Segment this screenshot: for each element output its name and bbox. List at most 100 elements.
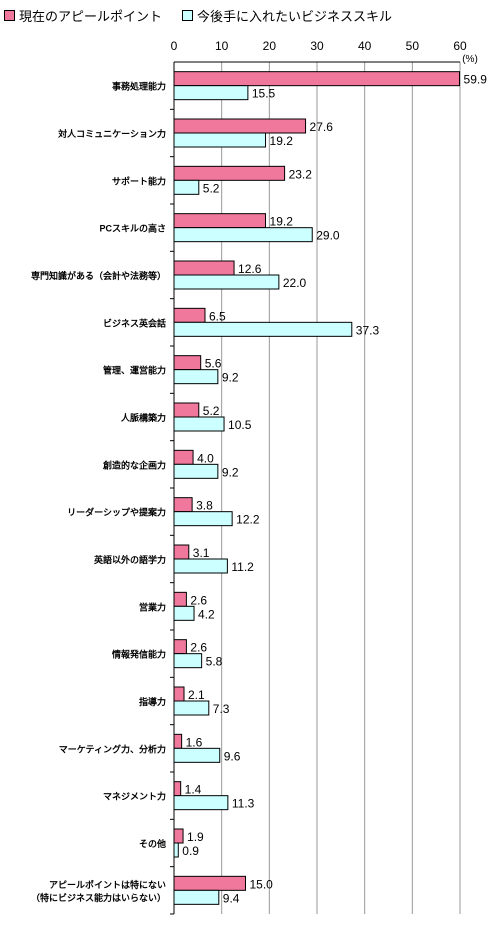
data-label-current: 27.6 xyxy=(310,120,334,134)
bar-current xyxy=(173,71,461,87)
category-label: 営業力 xyxy=(139,601,166,612)
bar-current xyxy=(173,686,185,702)
category-label: 事務処理能力 xyxy=(112,81,166,92)
bar-future xyxy=(173,558,228,574)
category-label: マネジメント力 xyxy=(103,791,166,802)
bar-future xyxy=(173,463,219,479)
bar-current xyxy=(173,544,190,560)
legend-swatch-current xyxy=(4,10,15,21)
data-label-current: 4.0 xyxy=(197,451,214,465)
bar-future xyxy=(173,747,221,763)
x-tick-label: 0 xyxy=(171,39,178,53)
data-label-future: 10.5 xyxy=(228,418,252,432)
legend-item-current: 現在のアピールポイント xyxy=(4,6,162,25)
data-label-future: 9.2 xyxy=(222,465,239,479)
data-label-future: 11.2 xyxy=(231,560,254,574)
bar-current xyxy=(173,639,187,655)
bar-current xyxy=(173,355,202,371)
bar-future xyxy=(173,85,249,101)
bar-current xyxy=(173,449,194,465)
data-label-current: 19.2 xyxy=(270,215,294,229)
data-label-current: 12.6 xyxy=(238,262,262,276)
data-label-current: 23.2 xyxy=(289,167,313,181)
data-label-current: 5.2 xyxy=(203,404,220,418)
category-label: PCスキルの高さ xyxy=(99,223,166,234)
data-label-current: 15.0 xyxy=(250,877,274,891)
legend-label-future: 今後手に入れたいビジネススキル xyxy=(197,9,393,24)
data-label-current: 3.1 xyxy=(193,546,210,560)
data-label-current: 5.6 xyxy=(205,357,222,371)
data-label-future: 9.2 xyxy=(222,371,239,385)
data-label-future: 12.2 xyxy=(236,513,260,527)
category-label: 情報発信能力 xyxy=(111,649,166,660)
category-label: 人脈構築力 xyxy=(120,412,166,423)
bar-future xyxy=(173,132,267,148)
category-label: 対人コミュニケーション力 xyxy=(57,128,166,139)
bar-future xyxy=(173,842,179,858)
data-label-current: 2.6 xyxy=(190,641,207,655)
category-label: サポート能力 xyxy=(112,175,166,186)
data-label-future: 5.8 xyxy=(206,655,223,669)
data-label-current: 1.6 xyxy=(186,735,203,749)
bar-current xyxy=(173,497,193,513)
category-label: 創造的な企画力 xyxy=(102,459,166,470)
bar-current xyxy=(173,781,182,797)
x-tick-label: 20 xyxy=(263,39,277,53)
data-label-future: 9.6 xyxy=(224,749,241,763)
category-label: ビジネス英会話 xyxy=(103,317,166,328)
category-label: マーケティング力、分析力 xyxy=(59,743,166,754)
bar-current xyxy=(173,213,267,229)
x-tick-label: 40 xyxy=(358,39,372,53)
data-label-future: 4.2 xyxy=(198,607,215,621)
category-label: その他 xyxy=(139,838,166,849)
data-label-current: 3.8 xyxy=(196,499,213,513)
bar-current xyxy=(173,118,307,134)
bar-future xyxy=(173,179,200,195)
bar-current xyxy=(173,733,183,749)
data-label-current: 6.5 xyxy=(209,309,226,323)
data-label-current: 1.4 xyxy=(185,783,202,797)
data-label-future: 15.5 xyxy=(252,87,276,101)
data-label-future: 7.3 xyxy=(213,702,230,716)
bar-future xyxy=(173,795,229,811)
data-label-current: 2.1 xyxy=(188,688,205,702)
bar-future xyxy=(173,227,313,243)
data-label-future: 37.3 xyxy=(356,323,380,337)
bar-future xyxy=(173,321,353,337)
bar-current xyxy=(173,260,235,276)
bar-current xyxy=(173,165,286,181)
bar-future xyxy=(173,369,219,385)
bar-current xyxy=(173,591,187,607)
bar-current xyxy=(173,875,246,891)
legend: 現在のアピールポイント 今後手に入れたいビジネススキル xyxy=(4,6,408,25)
data-label-future: 0.9 xyxy=(182,844,199,858)
x-tick-label: 50 xyxy=(406,39,420,53)
category-label: （特にビジネス能力はいらない） xyxy=(31,892,166,903)
unit-label: (%) xyxy=(462,54,478,65)
bar-current xyxy=(173,307,206,323)
bar-current xyxy=(173,402,200,418)
x-tick-label: 60 xyxy=(453,39,467,53)
category-label: 専門知識がある（会計や法務等） xyxy=(31,270,166,281)
legend-label-current: 現在のアピールポイント xyxy=(19,9,163,24)
data-label-future: 19.2 xyxy=(270,134,294,148)
bar-future xyxy=(173,511,233,527)
data-label-current: 59.9 xyxy=(464,73,488,87)
data-label-current: 2.6 xyxy=(190,593,207,607)
data-label-future: 22.0 xyxy=(283,276,307,290)
data-label-future: 9.4 xyxy=(223,891,240,905)
x-tick-label: 30 xyxy=(310,39,324,53)
x-tick-label: 10 xyxy=(215,39,229,53)
bar-future xyxy=(173,416,225,432)
category-label: 英語以外の語学力 xyxy=(93,554,166,565)
bar-future xyxy=(173,889,220,905)
bar-future xyxy=(173,653,203,669)
data-label-future: 29.0 xyxy=(316,229,340,243)
bar-future xyxy=(173,700,210,716)
category-label: 管理、運営能力 xyxy=(103,365,166,376)
bar-current xyxy=(173,828,184,844)
legend-swatch-future xyxy=(182,10,194,21)
bar-future xyxy=(173,605,195,621)
bar-future xyxy=(173,274,280,290)
